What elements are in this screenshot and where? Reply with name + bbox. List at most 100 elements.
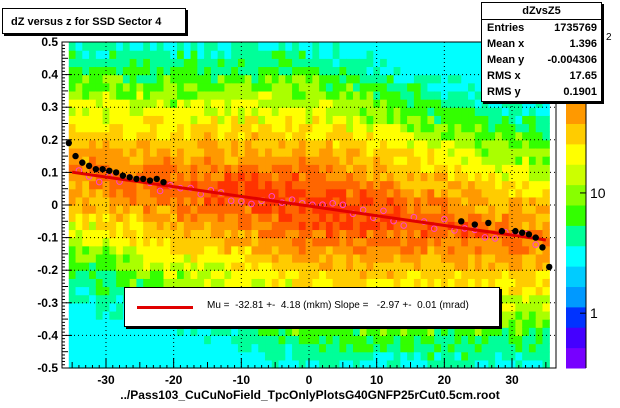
heatmap-cell [298,172,307,182]
heatmap-cell [102,335,110,345]
heatmap-cell [535,164,544,173]
heatmap-cell [285,343,293,353]
heatmap-cell [325,359,334,369]
heatmap-cell [352,156,361,165]
heatmap-cell [366,343,374,353]
heatmap-cell [204,156,212,165]
heatmap-cell [143,253,151,263]
heatmap-cell [440,188,449,198]
heatmap-cell [522,221,530,231]
heatmap-cell [515,147,523,157]
heatmap-cell [474,196,483,206]
heatmap-cell [305,139,313,149]
heatmap-cell [75,270,83,279]
heatmap-cell [210,164,219,173]
heatmap-cell [508,196,516,206]
heatmap-cell [190,99,198,108]
heatmap-cell [454,237,462,247]
heatmap-cell [461,205,469,214]
heatmap-cell [386,245,395,255]
heatmap-cell [89,253,97,263]
heatmap-cell [332,188,341,198]
heatmap-cell [143,107,151,116]
heatmap-cell [434,343,442,353]
heatmap-cell [373,139,381,149]
heatmap-cell [136,180,144,190]
heatmap-cell [163,245,171,255]
heatmap-cell [332,229,341,239]
heatmap-cell [373,147,381,157]
y-tick-label: -0.2 [37,263,58,277]
heatmap-cell [224,253,232,263]
heatmap-cell [190,66,198,76]
heatmap-cell [447,66,456,76]
heatmap-cell [89,123,97,133]
heatmap-cell [407,82,415,92]
heatmap-cell [352,327,361,336]
heatmap-cell [224,107,232,116]
heatmap-cell [265,245,273,255]
heatmap-cell [136,66,144,76]
heatmap-cell [143,205,151,214]
heatmap-cell [136,343,144,353]
profile-point [160,178,167,186]
heatmap-cell [501,164,510,173]
heatmap-cell [325,213,334,222]
heatmap-cell [508,188,516,198]
heatmap-cell [204,147,212,157]
heatmap-cell [427,205,435,214]
heatmap-cell [488,180,496,190]
heatmap-cell [488,164,496,173]
heatmap-cell [210,213,219,222]
heatmap-cell [278,131,286,141]
heatmap-cell [386,229,395,239]
heatmap-cell [522,131,530,141]
heatmap-cell [116,205,124,214]
profile-point [153,175,160,183]
heatmap-cell [204,123,212,133]
heatmap-cell [278,90,286,100]
heatmap-cell [447,58,456,68]
heatmap-cell [217,99,226,108]
open-marker [380,207,387,215]
heatmap-cell [352,164,361,173]
heatmap-cell [224,359,232,369]
heatmap-cell [265,327,273,336]
heatmap-cell [454,188,462,198]
heatmap-cell [244,180,253,190]
heatmap-cell [339,221,347,231]
heatmap-cell [95,221,104,231]
heatmap-cell [89,359,97,369]
heatmap-cell [109,310,117,320]
heatmap-cell [177,74,185,84]
heatmap-cell [515,343,523,353]
heatmap-cell [204,107,212,116]
heatmap-cell [82,278,90,288]
heatmap-cell [454,343,462,353]
heatmap-cell [68,351,77,361]
heatmap-cell [183,278,192,288]
heatmap-cell [231,82,239,92]
heatmap-cell [447,123,456,133]
heatmap-cell [400,66,408,76]
heatmap-cell [434,99,442,108]
heatmap-cell [366,66,374,76]
heatmap-cell [474,253,483,263]
heatmap-cell [461,270,469,279]
heatmap-cell [292,74,300,84]
heatmap-cell [224,42,232,51]
heatmap-cell [102,327,110,336]
heatmap-cell [116,115,124,125]
heatmap-cell [535,139,544,149]
heatmap-cell [251,237,259,247]
heatmap-cell [156,115,165,125]
heatmap-cell [454,74,462,84]
heatmap-cell [82,294,90,304]
heatmap-cell [454,335,462,345]
heatmap-cell [359,139,368,149]
heatmap-cell [407,221,415,231]
heatmap-cell [488,139,496,149]
open-marker [430,225,438,233]
heatmap-cell [75,42,83,51]
heatmap-cell [231,172,239,182]
